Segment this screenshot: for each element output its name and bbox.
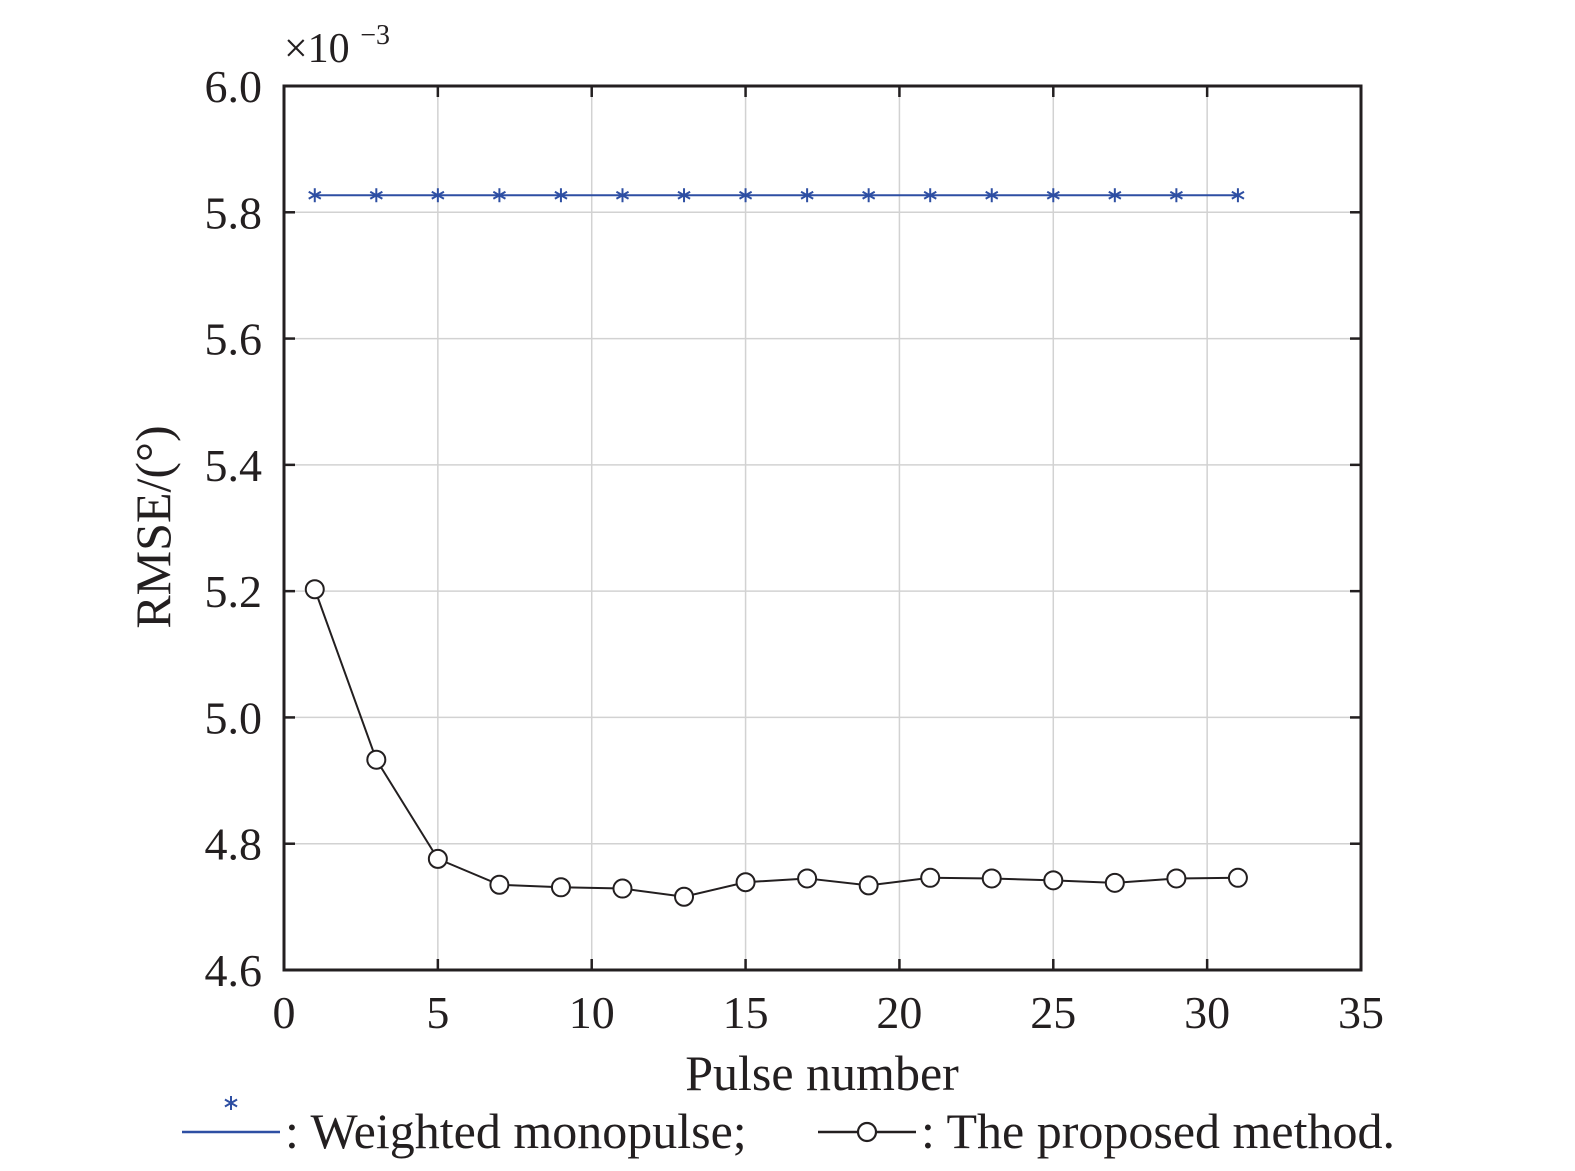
asterisk-stroke (739, 190, 753, 200)
data-point-circle (366, 749, 387, 770)
asterisk-stroke (369, 190, 383, 200)
data-point-circle (981, 868, 1002, 889)
data-point-circle (735, 872, 756, 893)
asterisk-stroke (677, 190, 691, 200)
data-point-asterisk (800, 188, 814, 203)
x-tick-label: 10 (569, 987, 615, 1038)
asterisk-stroke (1046, 190, 1060, 200)
series-layer (304, 188, 1248, 907)
plot-frame (282, 84, 1363, 972)
asterisk-stroke (431, 190, 445, 200)
legend-asterisk-icon (224, 1096, 238, 1110)
data-point-circle (489, 874, 510, 895)
asterisk-stroke (800, 190, 814, 200)
legend: : Weighted monopulse; : The proposed met… (182, 1096, 1395, 1159)
data-point-asterisk (431, 188, 445, 203)
asterisk-stroke (308, 190, 322, 200)
data-point-circle (674, 886, 695, 907)
data-point-circle (427, 848, 448, 869)
legend-circle-icon (856, 1121, 878, 1143)
data-point-asterisk (554, 188, 568, 203)
x-tick-label: 20 (876, 987, 922, 1038)
data-point-asterisk (615, 188, 630, 203)
data-point-circle (1227, 867, 1248, 888)
data-point-asterisk (739, 188, 753, 203)
x-axis-label: Pulse number (685, 1045, 959, 1101)
y-multiplier-exponent: −3 (360, 20, 390, 51)
data-point-asterisk (492, 188, 506, 203)
y-tick-label: 5.8 (205, 187, 263, 238)
data-point-circle (550, 877, 571, 898)
x-tick-label: 30 (1184, 987, 1230, 1038)
legend-asterisk-mark (224, 1096, 238, 1110)
x-tick-label: 0 (273, 987, 296, 1038)
y-axis-label: RMSE/(°) (125, 425, 181, 628)
y-tick-label: 5.0 (205, 692, 263, 743)
asterisk-stroke (1169, 190, 1183, 200)
y-tick-label: 4.6 (205, 945, 263, 996)
asterisk-stroke (615, 190, 630, 200)
data-point-asterisk (308, 188, 322, 203)
y-tick-label: 5.6 (205, 314, 263, 365)
x-tick-label: 35 (1338, 987, 1384, 1038)
data-point-circle (1104, 872, 1125, 893)
data-point-asterisk (862, 188, 876, 203)
y-multiplier-base: ×10 (284, 26, 350, 72)
y-tick-label: 5.2 (205, 566, 263, 617)
grid-lines (284, 86, 1361, 970)
tick-labels: 0 5 10 15 20 25 30 35 4.6 4.8 5.0 5.2 5.4 5.6 5.8 6.0 (205, 61, 1385, 1038)
asterisk-stroke (492, 190, 506, 200)
data-point-asterisk (1108, 188, 1122, 203)
data-point-circle (858, 875, 879, 896)
y-tick-label: 5.4 (205, 440, 263, 491)
data-point-circle (1043, 870, 1064, 891)
legend-label-weighted-monopulse: : Weighted monopulse; (285, 1103, 747, 1159)
y-tick-label: 4.8 (205, 819, 263, 870)
data-point-circle (612, 878, 633, 899)
asterisk-stroke (923, 190, 937, 200)
x-tick-label: 5 (426, 987, 449, 1038)
asterisk-stroke (224, 1098, 238, 1108)
data-point-asterisk (369, 188, 383, 203)
x-tick-label: 15 (723, 987, 769, 1038)
data-point-circle (304, 579, 325, 600)
data-point-circle (1166, 868, 1187, 889)
legend-label-proposed-method: : The proposed method. (921, 1103, 1395, 1159)
data-point-asterisk (923, 188, 937, 203)
y-axis-multiplier: ×10 −3 (284, 20, 390, 72)
asterisk-stroke (985, 190, 999, 200)
data-point-asterisk (1046, 188, 1060, 203)
asterisk-stroke (1108, 190, 1122, 200)
x-tick-label: 25 (1030, 987, 1076, 1038)
y-tick-label: 6.0 (205, 61, 263, 112)
data-point-asterisk (985, 188, 999, 203)
asterisk-stroke (554, 190, 568, 200)
asterisk-stroke (862, 190, 876, 200)
axis-ticks (282, 84, 1363, 972)
series-line-1 (313, 588, 1238, 898)
asterisk-stroke (1231, 190, 1245, 200)
data-point-asterisk (677, 188, 691, 203)
data-point-circle (920, 867, 941, 888)
data-point-circle (797, 868, 818, 889)
data-point-asterisk (1231, 188, 1245, 203)
data-point-asterisk (1169, 188, 1183, 203)
